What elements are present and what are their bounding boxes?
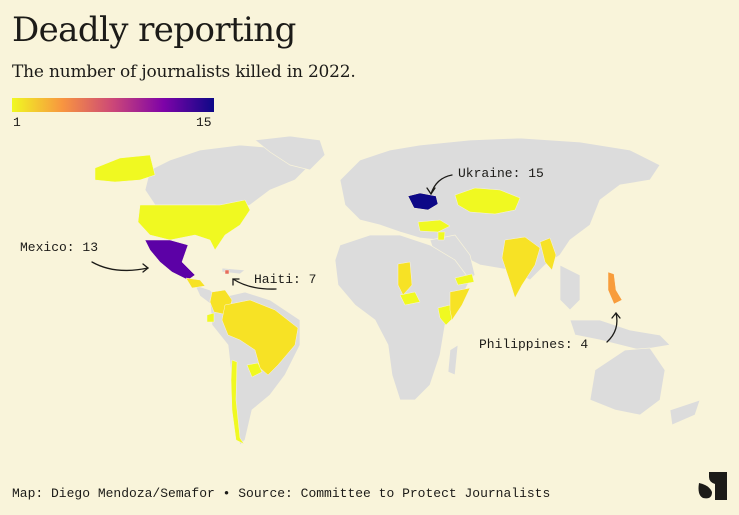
country-kazakhstan: [454, 187, 521, 215]
country-yemen: [454, 273, 475, 286]
country-turkey: [417, 219, 451, 233]
country-ukraine: [407, 192, 439, 211]
philippines-arrow: [606, 312, 618, 343]
haiti-arrow: [232, 278, 277, 290]
country-usa: [137, 199, 251, 251]
country-ecuador: [206, 312, 215, 323]
legend-max-label: 15: [196, 115, 212, 130]
annotation-ukraine: Ukraine: 15: [458, 166, 544, 181]
legend-min-label: 1: [13, 115, 21, 130]
mexico-arrow: [91, 261, 149, 272]
country-myanmar: [539, 237, 557, 271]
country-paraguay: [246, 362, 263, 378]
country-chad: [397, 261, 413, 296]
annotation-arrows: [91, 174, 621, 343]
country-philippines: [607, 271, 623, 305]
page-subtitle: The number of journalists killed in 2022…: [12, 62, 356, 82]
no-data-land: [144, 135, 701, 446]
semafor-logo-icon: [698, 472, 727, 500]
annotation-haiti: Haiti: 7: [254, 272, 317, 287]
country-alaska-usa: [94, 154, 156, 183]
country-mexico: [144, 239, 196, 281]
country-chile: [230, 359, 245, 445]
page-title: Deadly reporting: [12, 10, 296, 50]
country-haiti: [224, 269, 230, 275]
country-somalia: [449, 287, 471, 321]
country-brazil: [221, 299, 299, 376]
color-scale-legend: [12, 98, 214, 112]
country-india: [501, 236, 541, 299]
annotation-philippines: Philippines: 4: [479, 337, 589, 352]
country-syria: [437, 231, 446, 241]
country-kenya: [437, 304, 454, 326]
world-map: [91, 135, 701, 446]
annotation-mexico: Mexico: 13: [20, 240, 99, 255]
country-car: [399, 291, 421, 306]
source-credit: Map: Diego Mendoza/Semafor • Source: Com…: [12, 486, 551, 501]
country-guatemala-honduras: [185, 277, 206, 289]
